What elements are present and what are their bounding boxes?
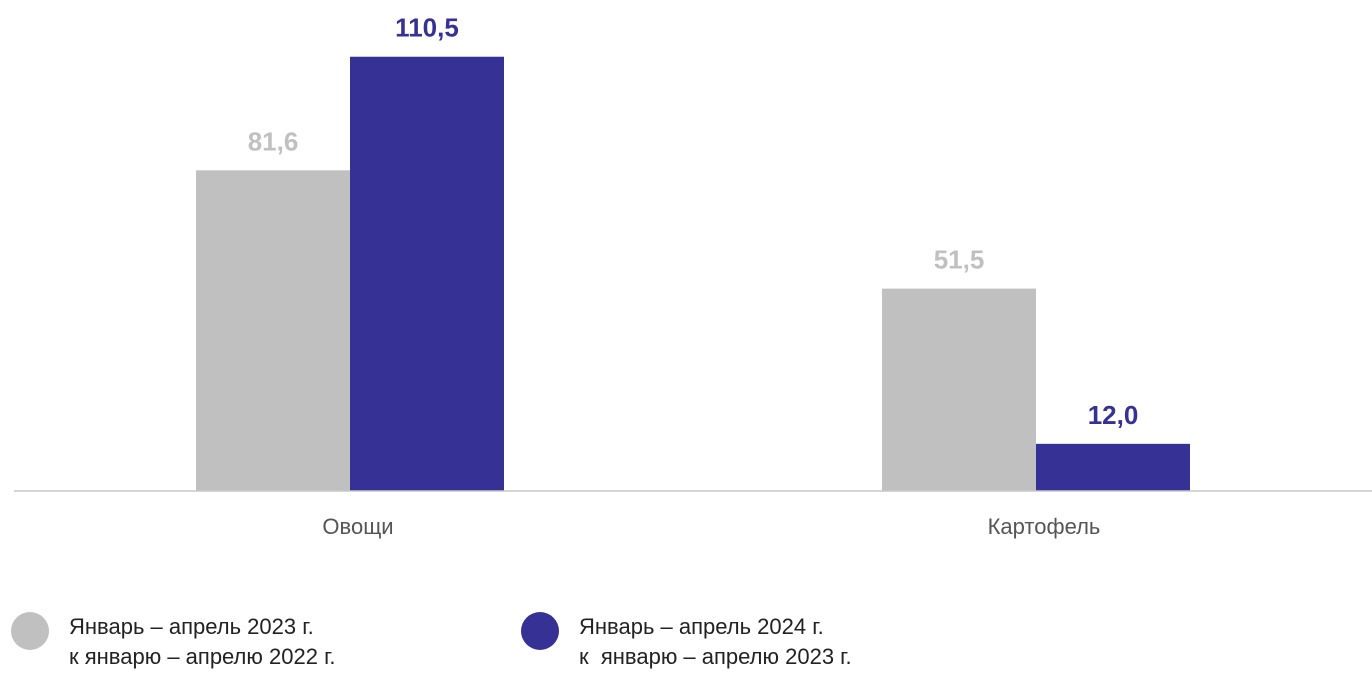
bars-group (196, 56, 1190, 492)
legend-item-2024: Январь – апрель 2024 г. к январю – апрел… (521, 612, 852, 672)
bar-2023-vegetables (196, 170, 350, 491)
legend-label-2023-line1: Январь – апрель 2023 г. (69, 614, 314, 639)
value-label-2023-vegetables: 81,6 (248, 126, 299, 156)
legend-item-2023: Январь – апрель 2023 г. к январю – апрел… (11, 612, 336, 672)
legend-label-2024-line2: к январю – апрелю 2023 г. (579, 644, 852, 669)
value-label-2024-vegetables: 110,5 (395, 13, 459, 43)
category-label-vegetables: Овощи (322, 514, 393, 539)
value-label-2023-potatoes: 51,5 (934, 245, 985, 275)
legend-swatch-2023 (11, 612, 49, 650)
legend-label-2024: Январь – апрель 2024 г. к январю – апрел… (579, 612, 852, 672)
bar-2024-vegetables (350, 56, 504, 492)
bar-2023-potatoes (882, 288, 1036, 491)
category-label-potatoes: Картофель (988, 514, 1101, 539)
category-labels-group: Овощи Картофель (322, 514, 1100, 539)
legend-label-2023-line2: к январю – апрелю 2022 г. (69, 644, 336, 669)
value-labels-group: 81,6 110,5 51,5 12,0 (248, 13, 1139, 430)
legend-swatch-2024 (521, 612, 559, 650)
bar-2024-potatoes (1036, 443, 1190, 491)
value-label-2024-potatoes: 12,0 (1088, 400, 1139, 430)
legend-label-2023: Январь – апрель 2023 г. к январю – апрел… (69, 612, 336, 672)
legend-label-2024-line1: Январь – апрель 2024 г. (579, 614, 824, 639)
bar-chart: 81,6 110,5 51,5 12,0 Овощи Картофель (14, 13, 1372, 539)
